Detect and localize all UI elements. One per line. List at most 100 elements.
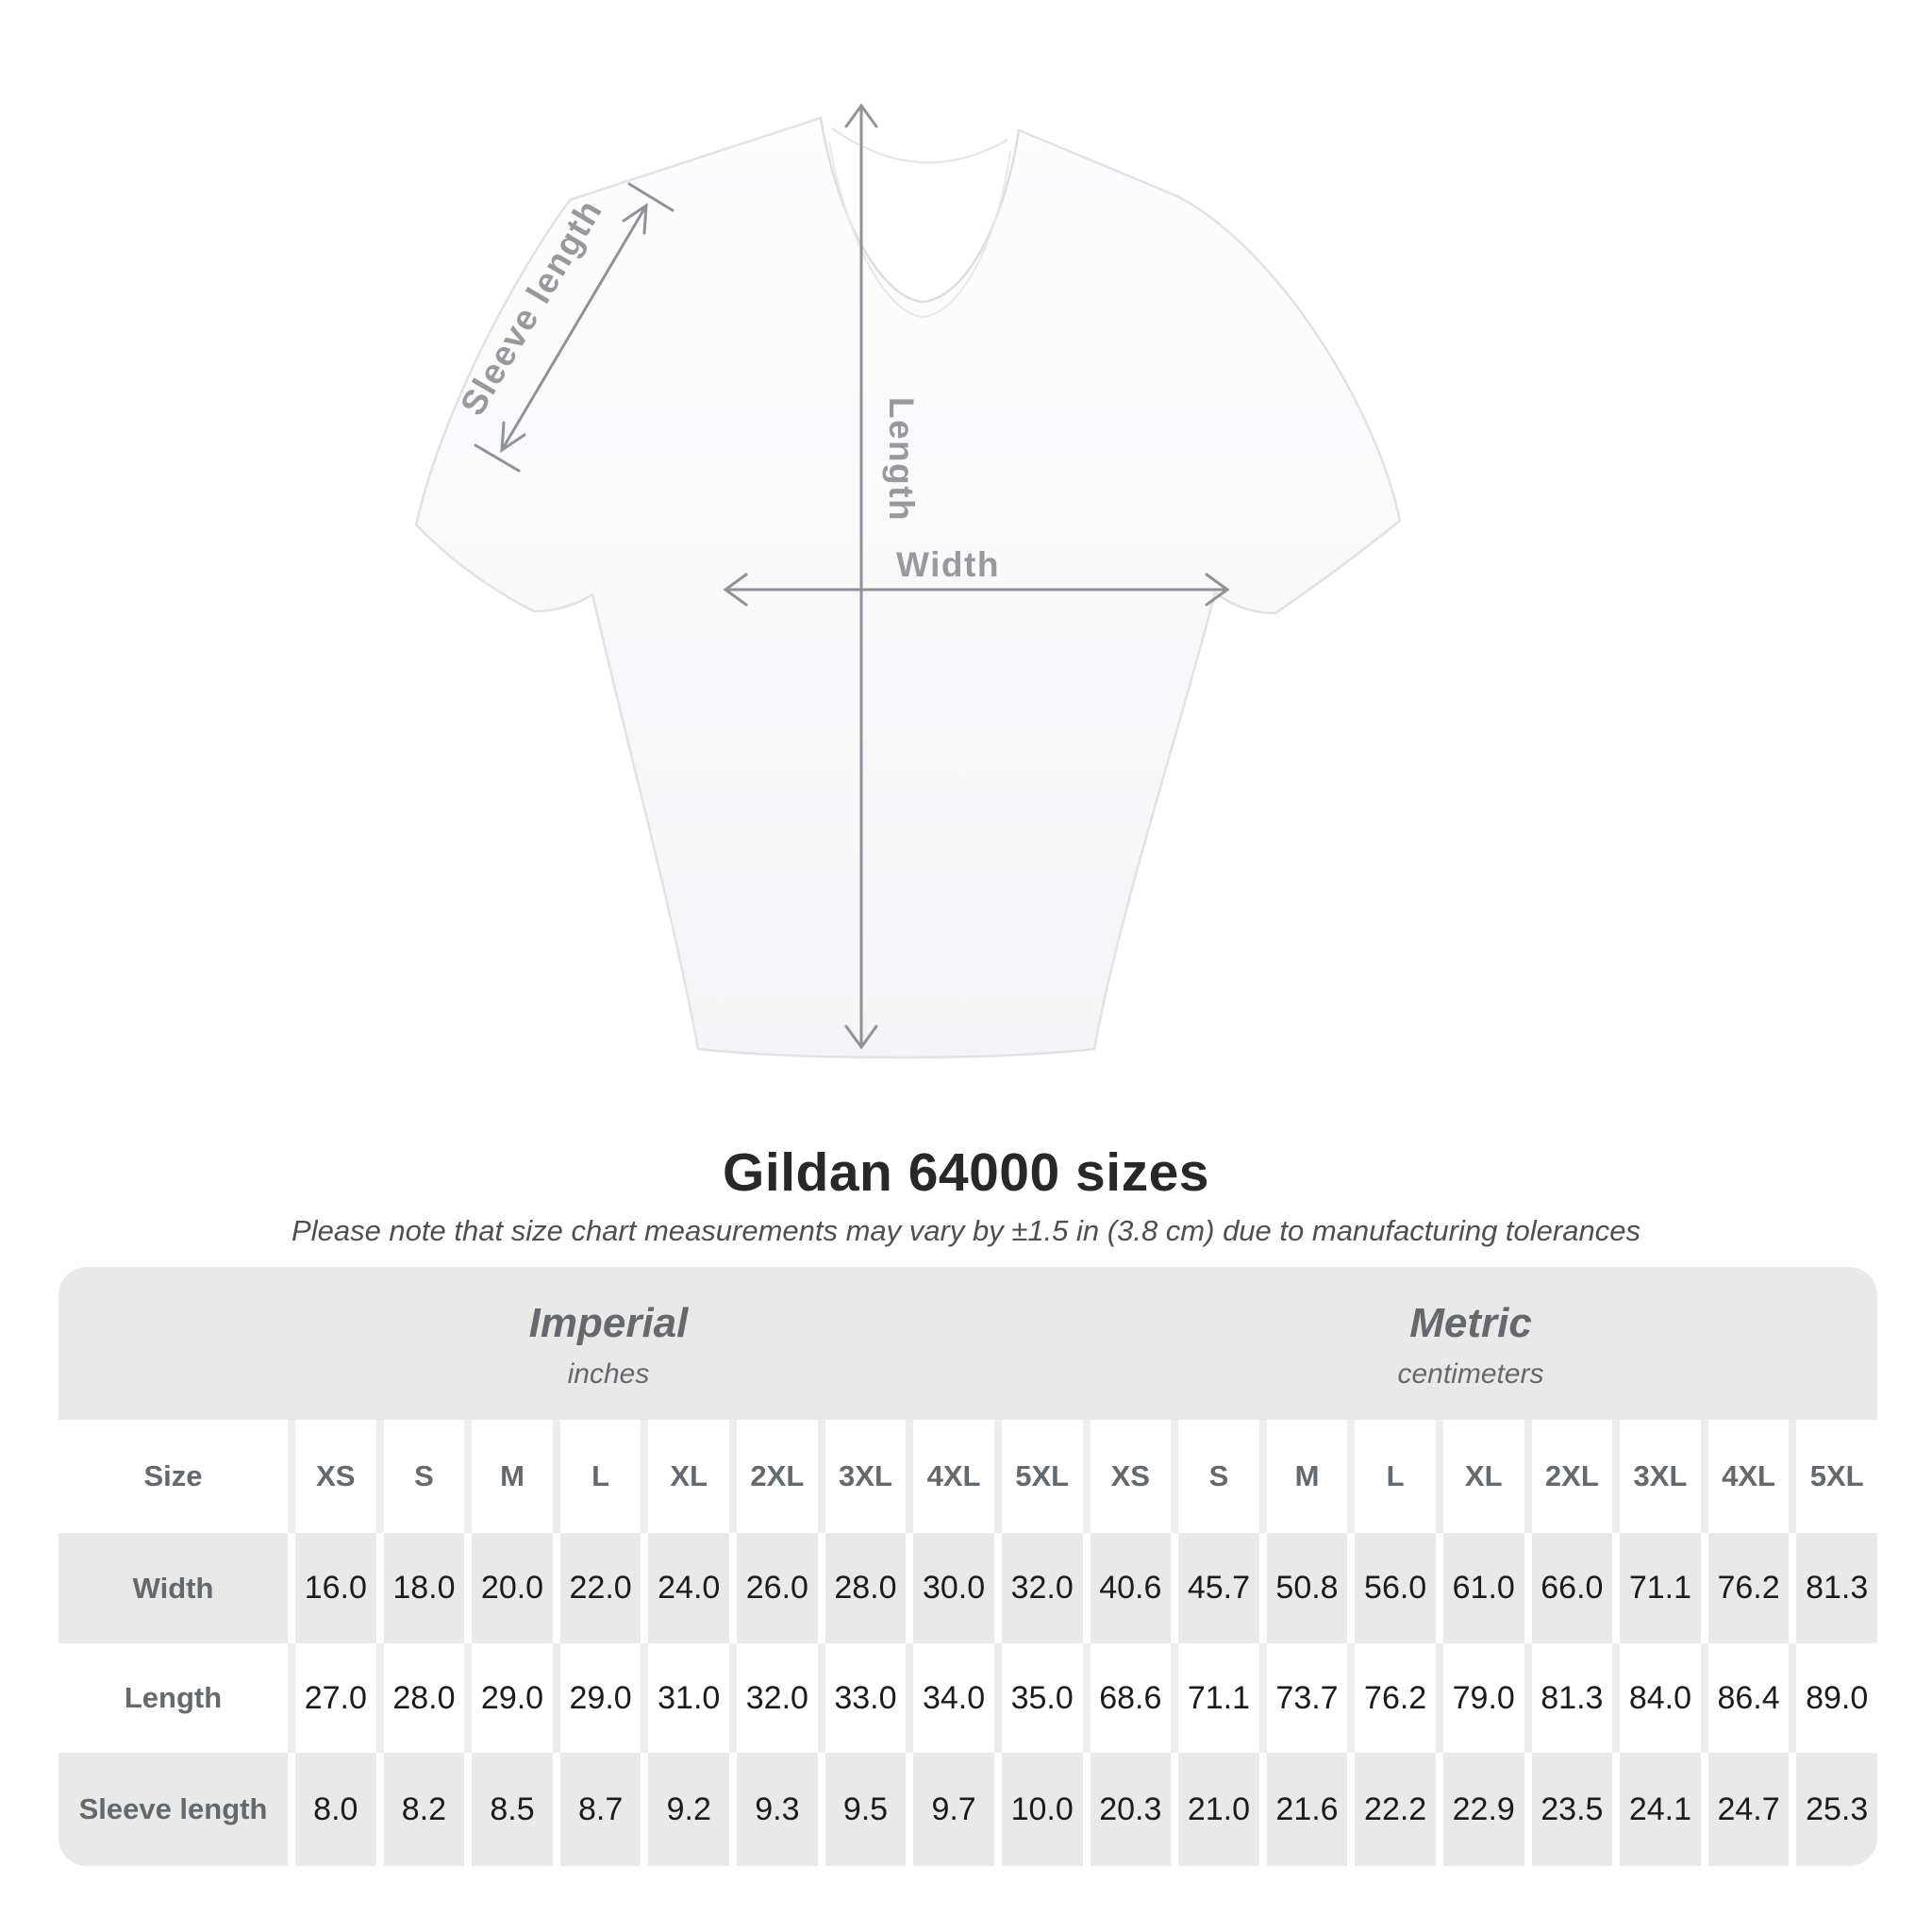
measurement-cell: 29.0 <box>552 1643 641 1753</box>
measurement-cell: 79.0 <box>1435 1643 1524 1753</box>
tshirt-measurement-diagram: Sleeve length Length Width <box>414 103 1402 1059</box>
measurement-cell: 8.5 <box>464 1753 553 1866</box>
size-column-header: 5XL <box>993 1420 1083 1533</box>
tshirt-collar-inner <box>831 127 1008 164</box>
measurement-cell: 22.0 <box>552 1533 641 1643</box>
measurement-cell: 26.0 <box>729 1533 818 1643</box>
measurement-cell: 28.0 <box>375 1643 465 1753</box>
measurement-cell: 84.0 <box>1612 1643 1701 1753</box>
measurement-cell: 35.0 <box>993 1643 1083 1753</box>
measurement-cell: 76.2 <box>1347 1643 1436 1753</box>
measurement-cell: 81.3 <box>1789 1533 1877 1643</box>
size-column-header: XS <box>1082 1420 1172 1533</box>
tshirt-image <box>414 116 1402 1059</box>
size-column-header: XL <box>1435 1420 1524 1533</box>
measurement-cell: 24.0 <box>641 1533 729 1643</box>
unit-system-header-band: Imperial inches Metric centimeters <box>58 1267 1877 1420</box>
size-column-header: 5XL <box>1789 1420 1877 1533</box>
measurement-cell: 68.6 <box>1082 1643 1172 1753</box>
measurement-cell: 21.6 <box>1258 1753 1348 1866</box>
measurement-cell: 16.0 <box>288 1533 376 1643</box>
size-column-header: 2XL <box>1524 1420 1613 1533</box>
measurement-cell: 22.2 <box>1347 1753 1436 1866</box>
metric-label: Metric <box>1409 1300 1532 1346</box>
tshirt-body-shape <box>414 116 1402 1059</box>
tolerance-note: Please note that size chart measurements… <box>291 1214 1641 1247</box>
measurement-cell: 9.2 <box>641 1753 729 1866</box>
imperial-group-header: Imperial inches <box>58 1267 1158 1420</box>
measurement-cell: 23.5 <box>1524 1753 1613 1866</box>
measurement-cell: 28.0 <box>817 1533 907 1643</box>
width-label: Width <box>896 545 1000 584</box>
measurement-cell: 50.8 <box>1258 1533 1348 1643</box>
measurement-cell: 25.3 <box>1789 1753 1877 1866</box>
measurement-cell: 32.0 <box>729 1643 818 1753</box>
measurement-cell: 30.0 <box>906 1533 994 1643</box>
size-corner-label: Size <box>143 1459 203 1492</box>
measurement-cell: 71.1 <box>1171 1643 1259 1753</box>
size-column-header: XL <box>641 1420 729 1533</box>
measurement-cell: 40.6 <box>1082 1533 1172 1643</box>
measurement-cell: 29.0 <box>464 1643 553 1753</box>
row-label: Length <box>124 1681 223 1714</box>
measurement-cell: 22.9 <box>1435 1753 1524 1866</box>
measurement-cell: 89.0 <box>1789 1643 1877 1753</box>
size-column-header: 3XL <box>817 1420 907 1533</box>
size-column-header: L <box>1347 1420 1436 1533</box>
size-chart-table: Imperial inches Metric centimeters Size X… <box>58 1267 1877 1866</box>
measurement-cell: 32.0 <box>993 1533 1083 1643</box>
size-column-header: M <box>464 1420 553 1533</box>
measurement-cell: 9.3 <box>729 1753 818 1866</box>
metric-unit-label: centimeters <box>1397 1358 1544 1390</box>
measurement-cell: 86.4 <box>1700 1643 1790 1753</box>
measurement-cell: 76.2 <box>1700 1533 1790 1643</box>
measurement-cell: 8.0 <box>288 1753 376 1866</box>
measurement-cell: 81.3 <box>1524 1643 1613 1753</box>
size-column-header: 3XL <box>1612 1420 1701 1533</box>
size-column-header: M <box>1258 1420 1348 1533</box>
size-column-header: 2XL <box>729 1420 818 1533</box>
measurement-cell: 31.0 <box>641 1643 729 1753</box>
tshirt-diagram-svg: Sleeve length Length Width <box>414 103 1402 1059</box>
measurement-row: Sleeve length 8.0 8.2 8.5 8.7 9.2 9.3 9.5 9.7 10.… <box>58 1753 1877 1866</box>
measurement-cell: 20.3 <box>1082 1753 1172 1866</box>
measurement-cell: 33.0 <box>817 1643 907 1753</box>
size-header-row: Size XS S M L XL 2XL 3XL 4XL 5XL XS S M L XL 2XL 3XL 4XL 5… <box>58 1420 1877 1533</box>
measurement-cell: 24.1 <box>1612 1753 1701 1866</box>
measurement-cell: 61.0 <box>1435 1533 1524 1643</box>
measurement-row: Width 16.0 18.0 20.0 22.0 24.0 26.0 28.0 30.0 32.… <box>58 1533 1877 1643</box>
width-dimension-line <box>723 573 1230 607</box>
size-column-header: XS <box>288 1420 376 1533</box>
measurement-cell: 9.5 <box>817 1753 907 1866</box>
measurement-cell: 10.0 <box>993 1753 1083 1866</box>
measurement-cell: 71.1 <box>1612 1533 1701 1643</box>
measurement-cell: 27.0 <box>288 1643 376 1753</box>
size-column-header: S <box>1171 1420 1259 1533</box>
measurement-cell: 56.0 <box>1347 1533 1436 1643</box>
size-column-header: L <box>552 1420 641 1533</box>
measurement-cell: 34.0 <box>906 1643 994 1753</box>
size-column-header: 4XL <box>1700 1420 1790 1533</box>
measurement-cell: 8.7 <box>552 1753 641 1866</box>
measurement-cell: 9.7 <box>906 1753 994 1866</box>
measurement-cell: 8.2 <box>375 1753 465 1866</box>
measurement-row: Length 27.0 28.0 29.0 29.0 31.0 32.0 33.0 34.0 35… <box>58 1643 1877 1753</box>
measurement-cell: 18.0 <box>375 1533 465 1643</box>
size-chart-rows: Size XS S M L XL 2XL 3XL 4XL 5XL XS S M L XL 2XL 3XL 4XL 5… <box>58 1420 1877 1866</box>
size-column-header: 4XL <box>906 1420 994 1533</box>
measurement-cell: 73.7 <box>1258 1643 1348 1753</box>
row-label: Sleeve length <box>78 1792 268 1825</box>
size-column-header: S <box>375 1420 465 1533</box>
measurement-cell: 45.7 <box>1171 1533 1259 1643</box>
page-title: Gildan 64000 sizes <box>723 1142 1209 1203</box>
sleeve-dimension-line <box>474 182 675 473</box>
row-label: Width <box>132 1571 214 1605</box>
length-label: Length <box>882 397 921 522</box>
imperial-unit-label: inches <box>567 1358 650 1390</box>
measurement-cell: 24.7 <box>1700 1753 1790 1866</box>
measurement-cell: 20.0 <box>464 1533 553 1643</box>
measurement-cell: 66.0 <box>1524 1533 1613 1643</box>
length-dimension-line <box>844 103 878 1050</box>
imperial-label: Imperial <box>528 1300 689 1346</box>
tshirt-collar-stitch <box>828 141 1011 319</box>
